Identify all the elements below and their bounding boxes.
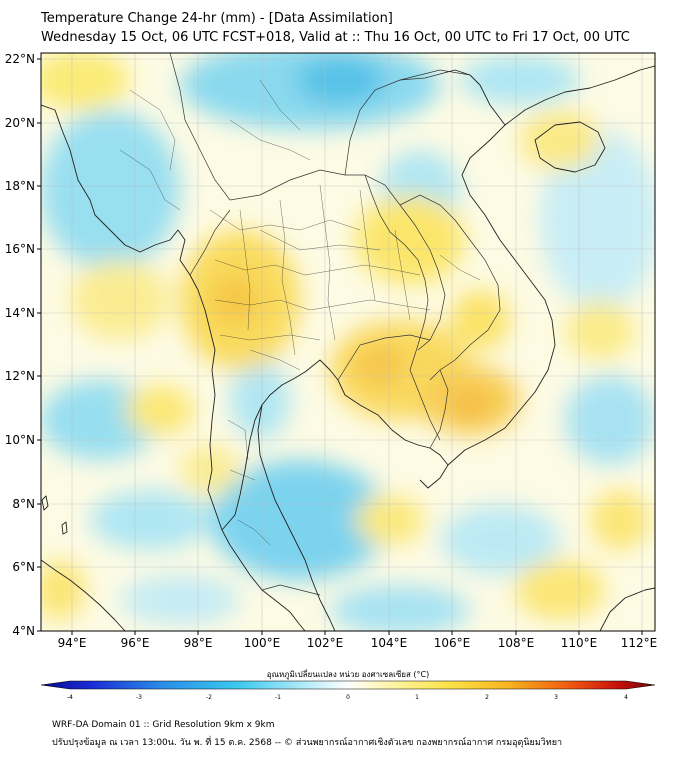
lat-label: 6°N xyxy=(12,560,35,574)
colorbar-tick: -2 xyxy=(206,694,212,701)
footer-credits: ปรับปรุงข้อมูล ณ เวลา 13:00น. วัน พ. ที่… xyxy=(52,738,563,748)
colorbar-ramp xyxy=(40,680,656,690)
province-borders xyxy=(119,79,481,546)
country-borders xyxy=(169,53,501,596)
lat-label: 8°N xyxy=(12,497,35,511)
lon-label: 106°E xyxy=(434,636,471,650)
lat-label: 20°N xyxy=(5,116,35,130)
colorbar: อุณหภูมิเปลี่ยนแปลง หน่วย องศาเซลเซียส (… xyxy=(40,668,656,701)
colorbar-tick: 4 xyxy=(624,694,628,701)
map-subtitle: Wednesday 15 Oct, 06 UTC FCST+018, Valid… xyxy=(41,30,630,45)
latitude-axis: 22°N 20°N 18°N 16°N 14°N 12°N 10°N 8°N 6… xyxy=(5,52,41,638)
lon-label: 104°E xyxy=(371,636,408,650)
lat-label: 10°N xyxy=(5,433,35,447)
coastlines xyxy=(41,65,655,631)
longitude-axis: 94°E 96°E 98°E 100°E 102°E 104°E 106°E 1… xyxy=(58,631,658,650)
temperature-field xyxy=(41,53,655,631)
map-title: Temperature Change 24-hr (mm) - [Data As… xyxy=(41,11,393,26)
colorbar-tick: -4 xyxy=(67,694,73,701)
map-frame xyxy=(40,52,656,632)
lon-label: 100°E xyxy=(244,636,281,650)
lon-label: 108°E xyxy=(498,636,535,650)
colorbar-tick: 3 xyxy=(554,694,558,701)
lat-label: 14°N xyxy=(5,306,35,320)
lon-label: 98°E xyxy=(184,636,213,650)
colorbar-label: อุณหภูมิเปลี่ยนแปลง หน่วย องศาเซลเซียส (… xyxy=(267,668,429,680)
footer-model-info: WRF-DA Domain 01 :: Grid Resolution 9km … xyxy=(52,720,275,730)
lon-label: 96°E xyxy=(121,636,150,650)
colorbar-tick: -1 xyxy=(275,694,281,701)
lat-label: 18°N xyxy=(5,179,35,193)
colorbar-tick: -3 xyxy=(136,694,142,701)
colorbar-tick: 0 xyxy=(346,694,350,701)
lat-label: 22°N xyxy=(5,52,35,66)
colorbar-tick: 2 xyxy=(485,694,489,701)
lat-label: 16°N xyxy=(5,242,35,256)
lat-label: 12°N xyxy=(5,369,35,383)
graticule xyxy=(41,53,655,631)
lon-label: 94°E xyxy=(58,636,87,650)
colorbar-tick: 1 xyxy=(415,694,419,701)
lon-label: 102°E xyxy=(307,636,344,650)
lat-label: 4°N xyxy=(12,624,35,638)
lon-label: 112°E xyxy=(621,636,658,650)
lon-label: 110°E xyxy=(561,636,598,650)
